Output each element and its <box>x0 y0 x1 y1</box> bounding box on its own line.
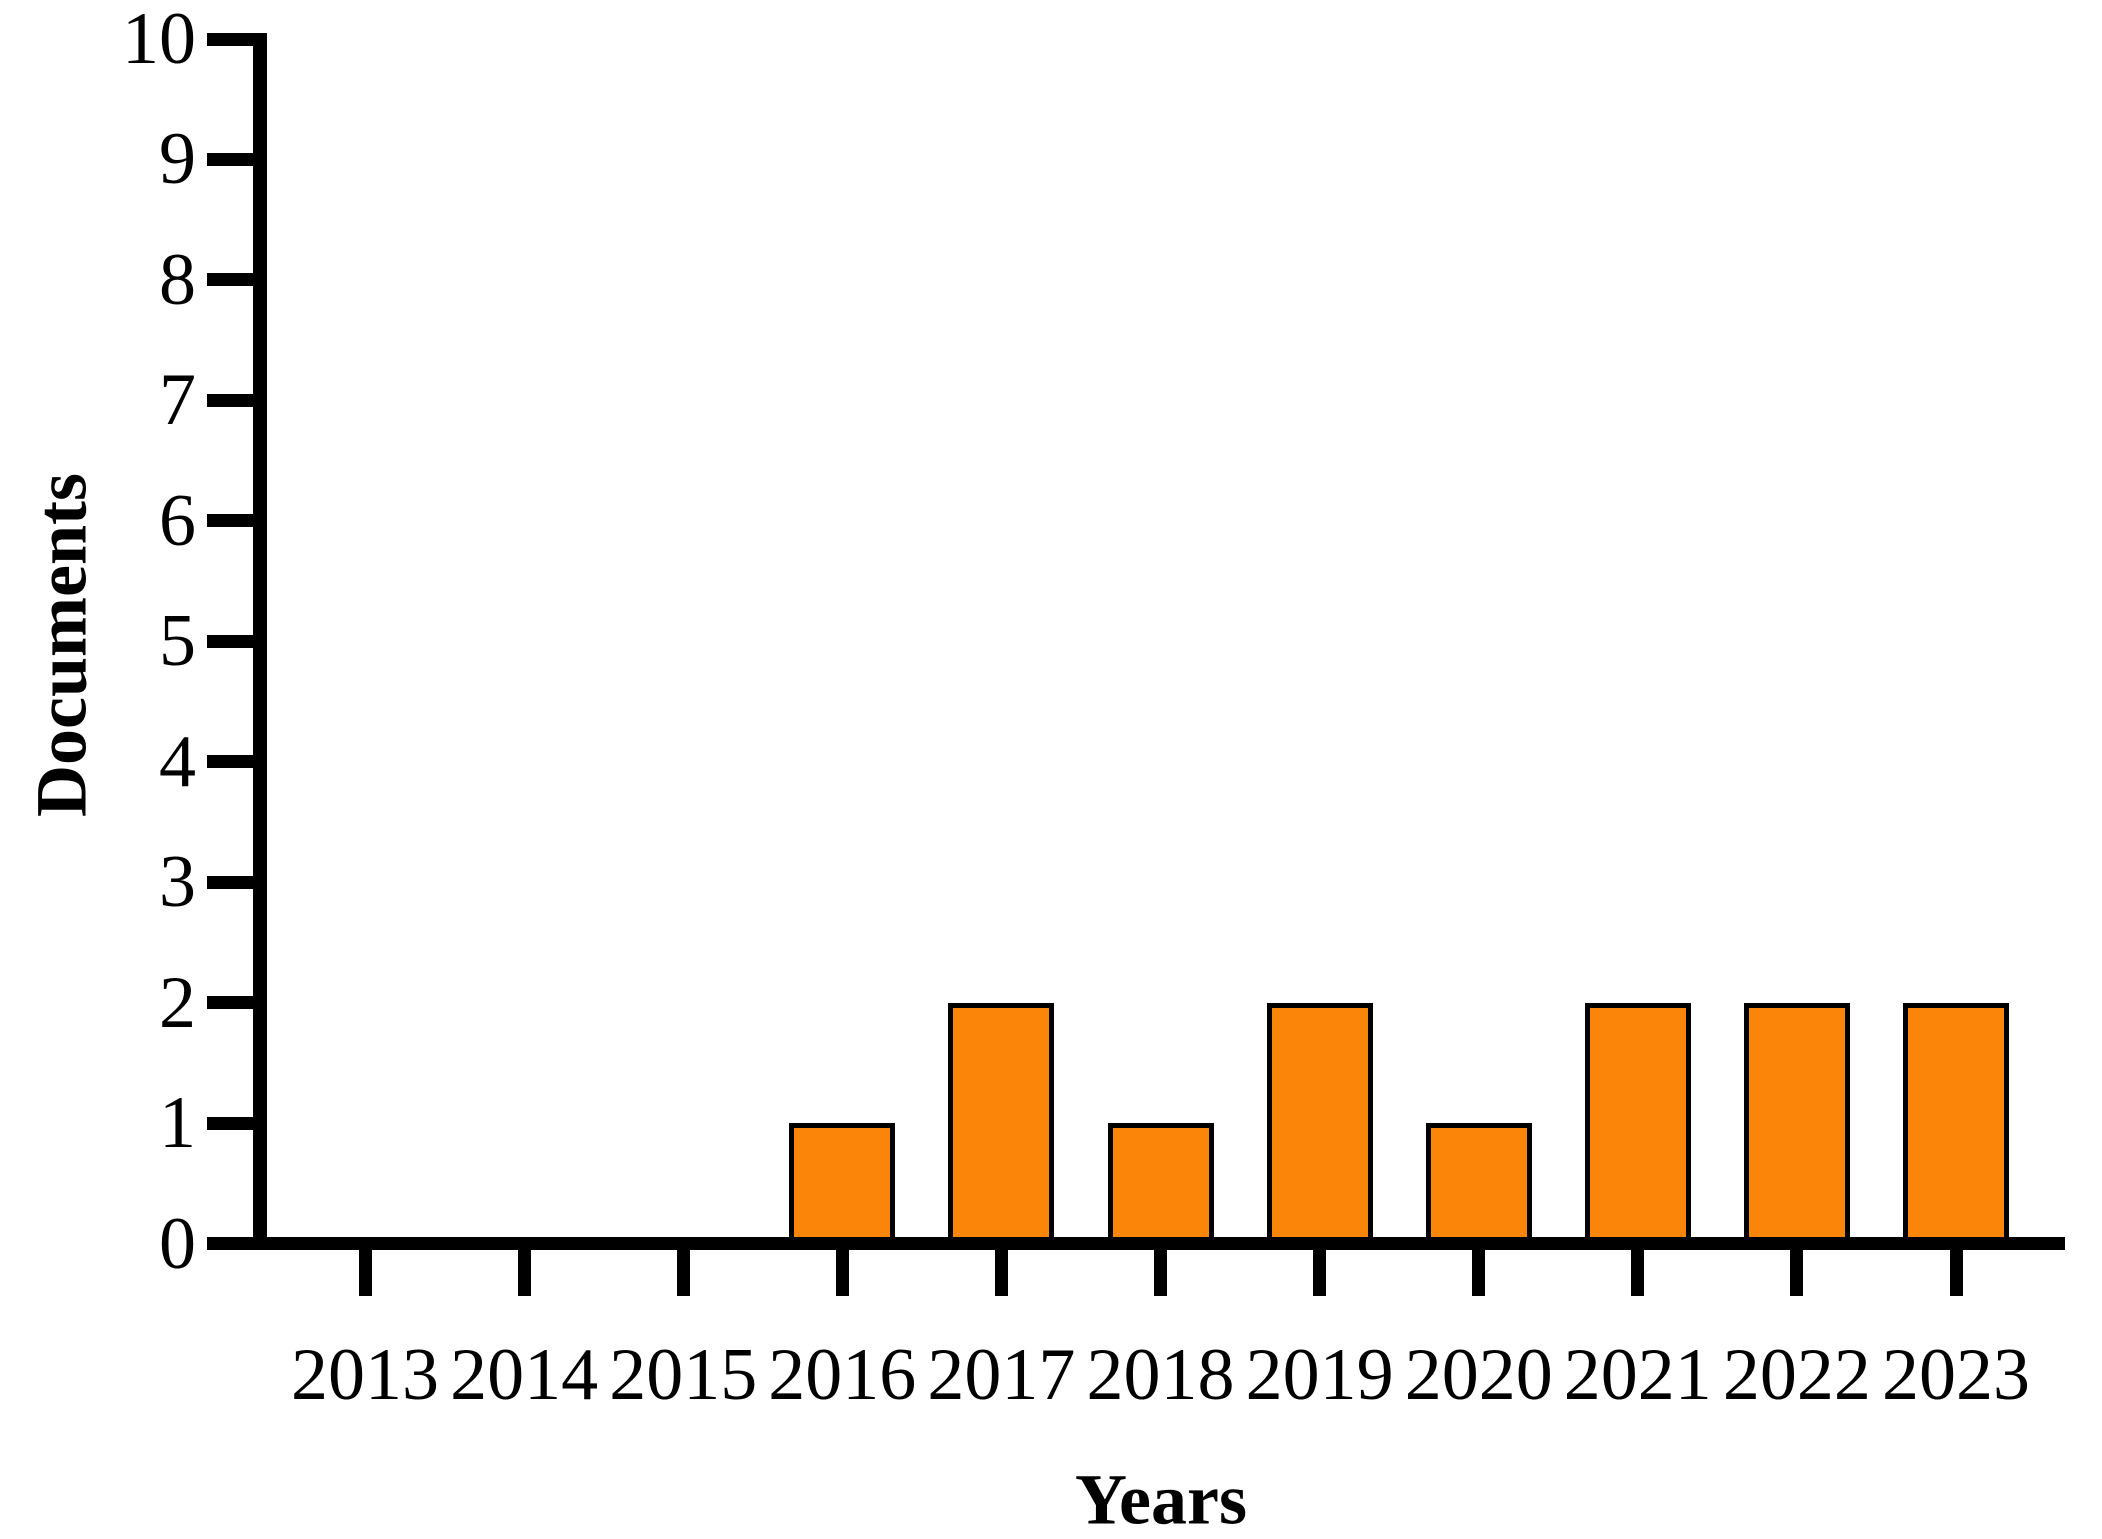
x-tick-2019 <box>1313 1250 1327 1296</box>
y-tick-8 <box>207 273 253 287</box>
x-tick-label-2016: 2016 <box>768 1334 917 1416</box>
x-tick-label-2020: 2020 <box>1404 1334 1553 1416</box>
y-tick-10 <box>207 32 253 46</box>
bar-2022 <box>1743 1002 1850 1244</box>
y-tick-5 <box>207 634 253 648</box>
x-tick-2020 <box>1472 1250 1486 1296</box>
y-tick-label-2: 2 <box>159 961 196 1044</box>
x-tick-2015 <box>676 1250 690 1296</box>
bar-2019 <box>1266 1002 1373 1244</box>
bar-2023 <box>1903 1002 2009 1244</box>
x-tick-label-2021: 2021 <box>1563 1334 1712 1416</box>
y-tick-label-10: 10 <box>122 0 196 80</box>
x-axis-line <box>253 1237 2065 1250</box>
y-tick-label-1: 1 <box>159 1082 196 1165</box>
x-tick-2021 <box>1631 1250 1645 1296</box>
x-tick-label-2023: 2023 <box>1882 1334 2030 1416</box>
y-tick-label-9: 9 <box>159 118 196 201</box>
bar-2021 <box>1584 1002 1691 1244</box>
y-tick-label-6: 6 <box>159 479 196 562</box>
y-tick-0 <box>207 1237 253 1250</box>
x-axis-title: Years <box>1075 1459 1247 1539</box>
y-tick-1 <box>207 1116 253 1130</box>
y-tick-label-3: 3 <box>159 841 196 924</box>
x-tick-label-2015: 2015 <box>609 1334 758 1416</box>
x-tick-2023 <box>1949 1250 1963 1296</box>
y-tick-label-4: 4 <box>159 720 196 803</box>
x-tick-label-2019: 2019 <box>1245 1334 1394 1416</box>
y-tick-4 <box>207 755 253 769</box>
y-tick-6 <box>207 514 253 528</box>
x-tick-2016 <box>835 1250 849 1296</box>
x-tick-label-2013: 2013 <box>291 1334 439 1416</box>
y-tick-label-8: 8 <box>159 238 196 321</box>
x-tick-label-2022: 2022 <box>1722 1334 1871 1416</box>
y-tick-2 <box>207 996 253 1010</box>
y-tick-label-0: 0 <box>159 1202 196 1285</box>
y-tick-3 <box>207 875 253 889</box>
x-tick-2018 <box>1154 1250 1167 1296</box>
x-tick-label-2014: 2014 <box>450 1334 599 1416</box>
y-tick-label-7: 7 <box>159 359 196 442</box>
x-tick-label-2018: 2018 <box>1086 1334 1235 1416</box>
x-tick-label-2017: 2017 <box>927 1334 1076 1416</box>
y-tick-7 <box>207 393 253 407</box>
y-tick-9 <box>207 152 253 166</box>
bar-2016 <box>789 1123 896 1244</box>
x-tick-2014 <box>517 1250 531 1296</box>
y-tick-label-5: 5 <box>159 600 196 683</box>
bar-2018 <box>1107 1123 1214 1244</box>
y-axis-line <box>253 32 267 1250</box>
bar-2017 <box>948 1002 1055 1244</box>
x-tick-2022 <box>1790 1250 1804 1296</box>
x-tick-2013 <box>358 1250 372 1296</box>
bar-2020 <box>1425 1123 1532 1244</box>
x-tick-2017 <box>994 1250 1008 1296</box>
